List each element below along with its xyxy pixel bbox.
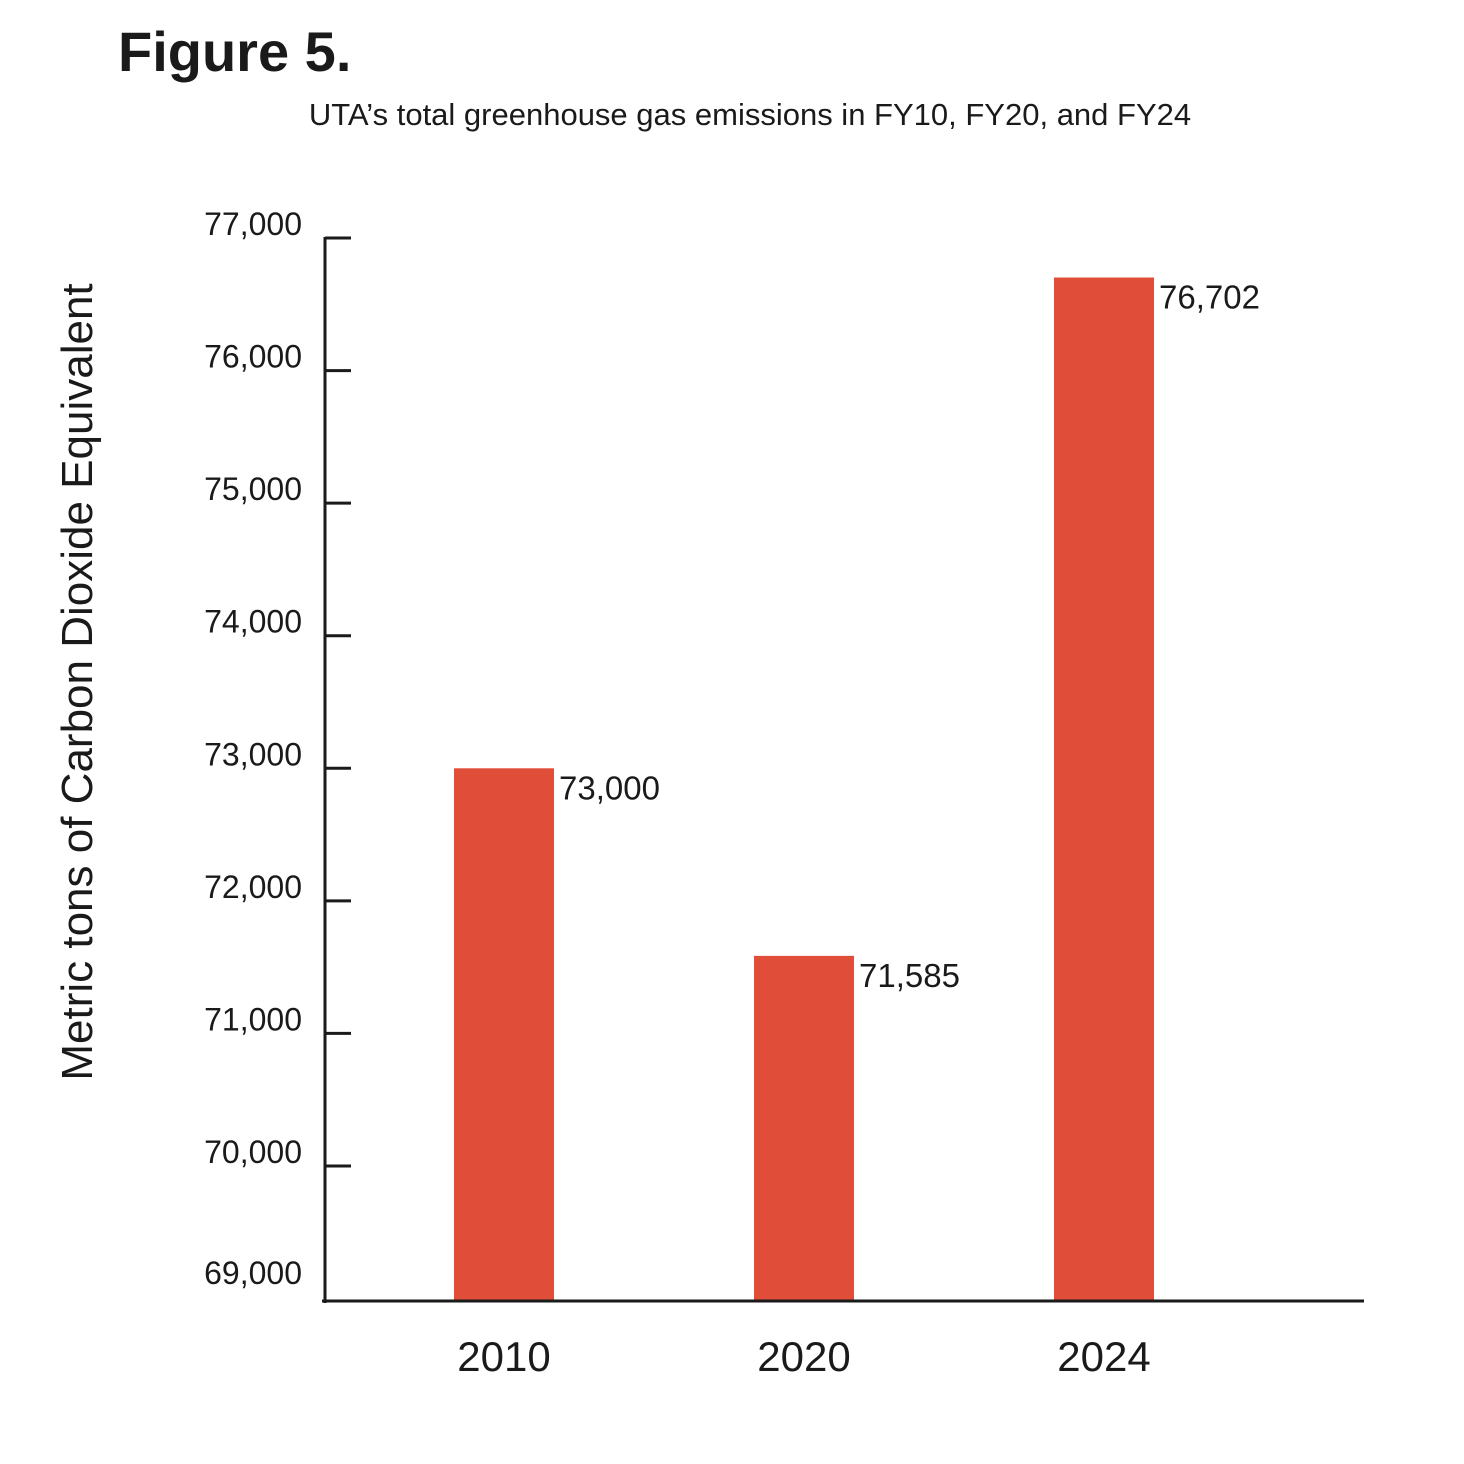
data-label: 71,585 [859, 957, 960, 994]
y-tick-label: 76,000 [204, 339, 302, 375]
y-tick-label: 77,000 [204, 206, 302, 242]
bar-2010 [454, 768, 554, 1301]
y-tick-label: 71,000 [204, 1001, 302, 1037]
y-tick-label: 72,000 [204, 869, 302, 905]
y-tick-label: 69,000 [204, 1255, 302, 1291]
y-tick-label: 70,000 [204, 1134, 302, 1170]
y-axis-title: Metric tons of Carbon Dioxide Equivalent [53, 283, 102, 1080]
data-label: 73,000 [559, 769, 660, 806]
y-tick-label: 74,000 [204, 604, 302, 640]
bar-2024 [1054, 277, 1154, 1301]
bar-2020 [754, 955, 854, 1301]
x-category-label: 2024 [1057, 1333, 1150, 1380]
figure-title: Figure 5. [118, 20, 352, 83]
x-category-label: 2020 [757, 1333, 850, 1380]
y-tick-label: 75,000 [204, 471, 302, 507]
data-label: 76,702 [1159, 279, 1260, 316]
chart-title: UTA’s total greenhouse gas emissions in … [308, 97, 1192, 132]
x-category-label: 2010 [457, 1333, 550, 1380]
y-tick-label: 73,000 [204, 736, 302, 772]
